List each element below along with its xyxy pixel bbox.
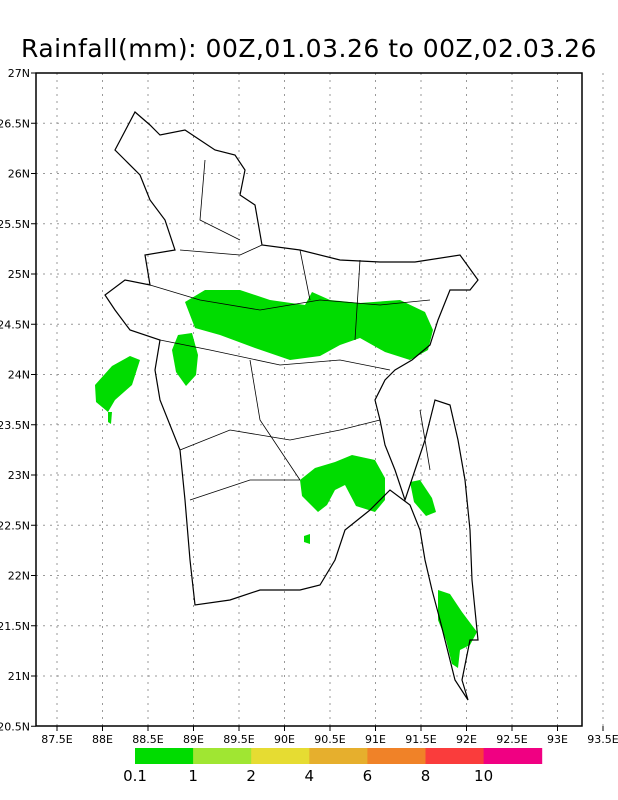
colorbar-swatch (251, 748, 310, 764)
lat-tick-label: 27N (8, 67, 30, 80)
colorbar-label: 10 (474, 767, 493, 785)
lat-tick-label: 21N (8, 670, 30, 683)
lon-tick-label: 93E (547, 733, 568, 746)
lat-tick-label: 21.5N (0, 620, 30, 633)
rainfall-areas (95, 290, 477, 668)
lat-tick-label: 23N (8, 469, 30, 482)
rain-area-north-band (185, 290, 433, 360)
lon-tick-label: 92E (456, 733, 477, 746)
map-title: Rainfall(mm): 00Z,01.03.26 to 00Z,02.03.… (21, 34, 597, 63)
rain-area-west-small (108, 412, 112, 424)
colorbar-swatch (135, 748, 194, 764)
lat-tick-label: 24.5N (0, 318, 30, 331)
colorbar-label: 1 (188, 767, 198, 785)
rain-area-dhaka-south (300, 455, 385, 512)
longitude-ticks: 87.5E 88E 88.5E 89E 89.5E 90E 90.5E 91E 91.5E 92E… (41, 726, 618, 746)
lon-tick-label: 91.5E (405, 733, 436, 746)
lon-tick-label: 90.5E (314, 733, 345, 746)
colorbar-label: 8 (421, 767, 431, 785)
colorbar-swatch (309, 748, 368, 764)
lon-tick-label: 93.5E (587, 733, 618, 746)
country-boundary (104, 111, 479, 701)
colorbar-label: 2 (246, 767, 256, 785)
lon-tick-label: 89E (183, 733, 204, 746)
lon-tick-label: 91E (365, 733, 386, 746)
lat-tick-label: 25N (8, 268, 30, 281)
lon-tick-label: 88E (92, 733, 113, 746)
colorbar-swatch (425, 748, 485, 764)
colorbar-label: 6 (363, 767, 373, 785)
lat-tick-label: 23.5N (0, 419, 30, 432)
lon-tick-label: 88.5E (132, 733, 163, 746)
lat-tick-label: 20.5N (0, 720, 30, 733)
colorbar-label: 0.1 (123, 767, 147, 785)
rain-area-east (410, 480, 436, 516)
lon-tick-label: 89.5E (223, 733, 254, 746)
rain-area-south (438, 590, 477, 668)
grid-lines (36, 73, 604, 726)
lat-tick-label: 25.5N (0, 218, 30, 231)
plot-frame (35, 72, 583, 727)
colorbar: 0.1 1 2 4 6 8 10 (123, 748, 543, 785)
colorbar-label: 4 (305, 767, 315, 785)
colorbar-swatch (193, 748, 252, 764)
lon-tick-label: 90E (274, 733, 295, 746)
lat-tick-label: 22N (8, 570, 30, 583)
lat-tick-label: 26N (8, 168, 30, 181)
lon-tick-label: 92.5E (496, 733, 527, 746)
rain-area-central-west (172, 333, 198, 386)
lon-tick-label: 87.5E (41, 733, 72, 746)
colorbar-swatch (483, 748, 543, 764)
colorbar-swatch (367, 748, 426, 764)
lat-tick-label: 26.5N (0, 117, 30, 130)
rain-area-small-island (304, 534, 310, 544)
lat-tick-label: 22.5N (0, 519, 30, 532)
rain-area-west (95, 356, 140, 412)
lat-tick-label: 24N (8, 369, 30, 382)
latitude-ticks: 27N 26.5N 26N 25.5N 25N 24.5N 24N 23.5N 23N 22.5N… (0, 67, 36, 733)
